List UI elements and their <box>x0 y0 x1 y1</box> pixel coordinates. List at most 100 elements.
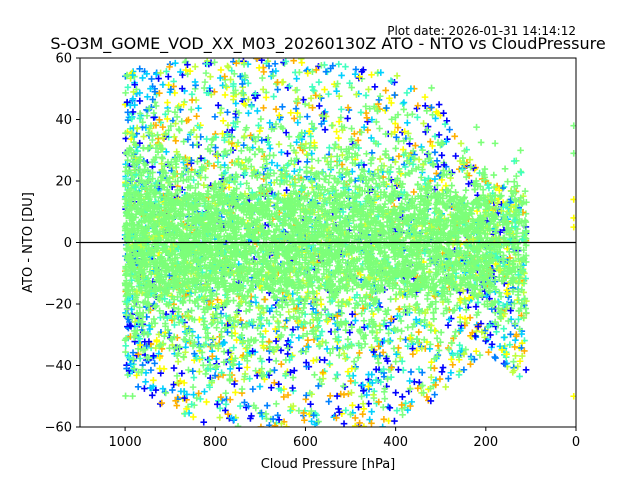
scatter-point <box>240 100 248 108</box>
scatter-point-core <box>213 324 220 331</box>
scatter-point <box>145 338 153 346</box>
scatter-point <box>140 133 147 140</box>
scatter-point <box>414 102 422 109</box>
scatter-point <box>347 411 354 418</box>
scatter-point <box>460 366 468 374</box>
scatter-point <box>296 113 304 121</box>
scatter-point <box>312 66 320 74</box>
scatter-point <box>289 402 297 410</box>
chart-title: S-O3M_GOME_VOD_XX_M03_20260130Z ATO - NT… <box>50 34 605 54</box>
scatter-point <box>496 187 503 194</box>
scatter-point <box>307 400 314 408</box>
scatter-point-core <box>287 142 294 150</box>
scatter-point <box>243 364 251 371</box>
scatter-point <box>466 314 474 321</box>
scatter-point <box>349 310 356 318</box>
scatter-point <box>203 60 210 68</box>
scatter-point <box>327 65 334 72</box>
scatter-point <box>226 365 234 373</box>
scatter-point <box>289 326 297 333</box>
scatter-point <box>139 74 146 82</box>
scatter-point <box>308 120 316 128</box>
scatter-point <box>448 339 456 347</box>
scatter-point <box>143 342 151 350</box>
scatter-point <box>380 416 388 423</box>
scatter-point <box>156 116 163 124</box>
scatter-point <box>451 133 459 140</box>
scatter-point <box>333 87 340 95</box>
scatter-point <box>522 366 530 374</box>
scatter-point <box>392 389 400 396</box>
scatter-point <box>315 382 322 390</box>
scatter-point <box>346 329 354 336</box>
scatter-point <box>295 407 303 415</box>
scatter-point <box>233 142 240 150</box>
scatter-point <box>383 104 390 112</box>
scatter-point <box>323 345 331 353</box>
scatter-point <box>270 93 277 100</box>
scatter-point <box>191 350 198 357</box>
scatter-point-core <box>428 84 435 92</box>
scatter-point <box>513 331 520 338</box>
scatter-point <box>200 418 208 426</box>
scatter-point <box>386 404 394 412</box>
scatter-point <box>178 370 186 377</box>
scatter-point <box>214 318 222 326</box>
scatter-point <box>421 176 429 184</box>
scatter-point <box>163 68 170 75</box>
scatter-point <box>148 391 156 399</box>
scatter-point <box>263 402 271 409</box>
scatter-point <box>447 369 455 377</box>
scatter-point <box>239 80 246 88</box>
scatter-point-core <box>491 140 499 147</box>
data-points <box>121 58 576 427</box>
scatter-point-core <box>238 385 246 393</box>
scatter-point <box>476 351 484 359</box>
scatter-point <box>405 130 412 137</box>
scatter-point <box>230 416 238 424</box>
scatter-point <box>159 123 167 131</box>
scatter-point <box>197 395 204 403</box>
scatter-point <box>167 86 175 93</box>
scatter-point <box>233 59 240 67</box>
scatter-point <box>232 389 239 396</box>
scatter-point <box>407 85 415 93</box>
scatter-point-core <box>419 146 426 154</box>
scatter-point-core <box>323 316 330 324</box>
scatter-point <box>253 58 261 62</box>
scatter-point <box>339 344 347 352</box>
scatter-point <box>421 93 429 101</box>
scatter-point <box>368 419 375 427</box>
scatter-point <box>202 69 210 77</box>
scatter-point <box>335 92 343 100</box>
scatter-point <box>164 99 171 106</box>
scatter-point <box>410 188 418 196</box>
scatter-point <box>272 400 280 408</box>
scatter-point <box>293 138 300 146</box>
scatter-point <box>334 312 341 320</box>
scatter-point <box>148 384 155 392</box>
scatter-point-core <box>360 317 368 325</box>
scatter-point <box>388 78 396 85</box>
scatter-point-core <box>344 335 352 343</box>
scatter-point <box>275 380 282 388</box>
scatter-point <box>281 192 288 199</box>
scatter-point <box>189 367 197 375</box>
scatter-point <box>186 67 194 75</box>
scatter-point <box>365 86 372 93</box>
scatter-point <box>231 380 238 388</box>
scatter-point <box>469 329 476 336</box>
scatter-point <box>147 366 155 374</box>
scatter-point <box>388 315 395 323</box>
scatter-point <box>339 208 347 216</box>
scatter-point <box>427 138 434 146</box>
scatter-point <box>222 82 230 90</box>
scatter-point <box>508 299 515 306</box>
scatter-point <box>166 63 173 71</box>
scatter-point <box>136 89 144 97</box>
scatter-point <box>365 400 372 408</box>
scatter-point <box>431 175 439 183</box>
scatter-point <box>388 99 395 107</box>
scatter-point-core <box>326 360 333 368</box>
scatter-point <box>391 417 398 425</box>
